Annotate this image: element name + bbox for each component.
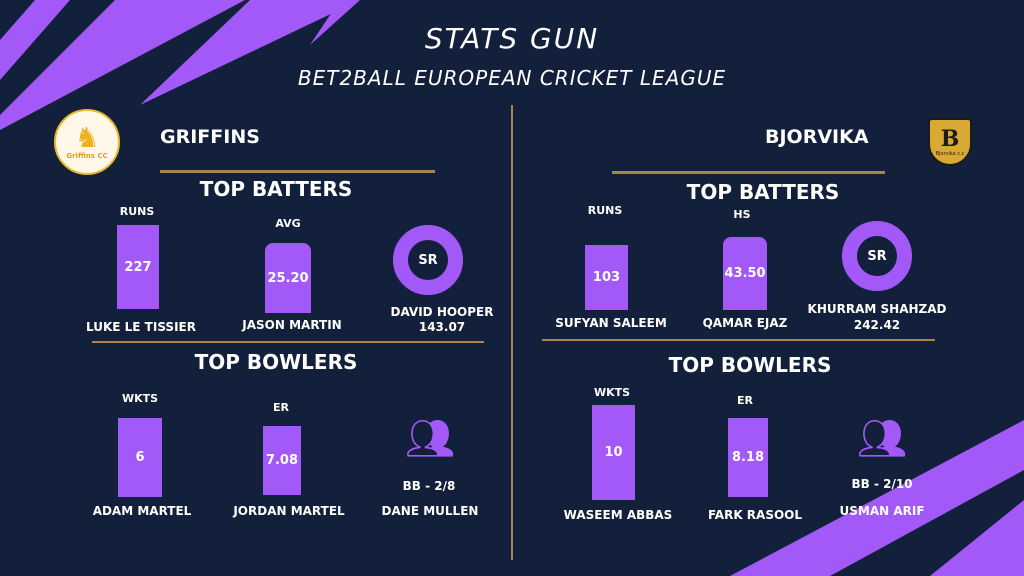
stat-label: RUNS [119,205,155,218]
stat-label: WKTS [593,386,631,399]
top-batters-heading: TOP BATTERS [199,177,353,201]
top-bowlers-heading: TOP BOWLERS [194,350,358,374]
divider [612,171,885,174]
stat-label: RUNS [587,204,623,217]
player-name: DAVID HOOPER [390,305,494,319]
stat-bar: 103 [585,245,628,310]
stat-bar: 7.08 [263,426,301,495]
player-name: ADAM MARTEL [92,504,192,518]
stat-label: HS [733,208,751,221]
page-subtitle: BET2BALL EUROPEAN CRICKET LEAGUE [297,66,727,90]
player-name: JORDAN MARTEL [233,504,345,518]
griffins-logo: ♞ Griffins CC [54,109,120,175]
divider [542,339,935,341]
top-batters-heading: TOP BATTERS [686,180,840,204]
player-name: DANE MULLEN [381,504,479,518]
stat-value: 242.42 [853,318,901,332]
player-name: QAMAR EJAZ [702,316,788,330]
stat-bar: 43.50 [723,237,767,310]
player-name: WASEEM ABBAS [563,508,673,522]
center-divider [511,105,513,560]
player-name: USMAN ARIF [839,504,925,518]
page-title: STATS GUN [424,22,600,55]
top-bowlers-heading: TOP BOWLERS [668,353,832,377]
stat-bar: 10 [592,405,635,500]
people-icon: 👥︎ [404,416,456,462]
stat-value: BB - 2/8 [402,479,456,493]
divider [92,341,484,343]
player-name: JASON MARTIN [242,318,342,332]
divider [160,170,435,173]
stat-label: AVG [275,217,301,230]
team-name: GRIFFINS [160,126,260,148]
stat-bar: 6 [118,418,162,497]
stat-bar: 227 [117,225,159,309]
player-name: KHURRAM SHAHZAD [807,302,947,316]
stat-label: ER [737,394,753,407]
team-name: BJORVIKA [765,126,869,148]
player-name: FARK RASOOL [707,508,803,522]
stat-value: BB - 2/10 [851,477,913,491]
sr-donut: SR [393,225,463,295]
player-name: SUFYAN SALEEM [555,316,667,330]
bjorvika-logo: B Bjorvika c.c [928,118,972,166]
people-icon: 👥︎ [856,416,908,462]
stat-label: WKTS [121,392,159,405]
stat-bar: 25.20 [265,243,311,313]
stat-label: ER [273,401,289,414]
player-name: LUKE LE TISSIER [86,320,196,334]
sr-donut: SR [842,221,912,291]
stat-bar: 8.18 [728,418,768,497]
stat-value: 143.07 [418,320,466,334]
